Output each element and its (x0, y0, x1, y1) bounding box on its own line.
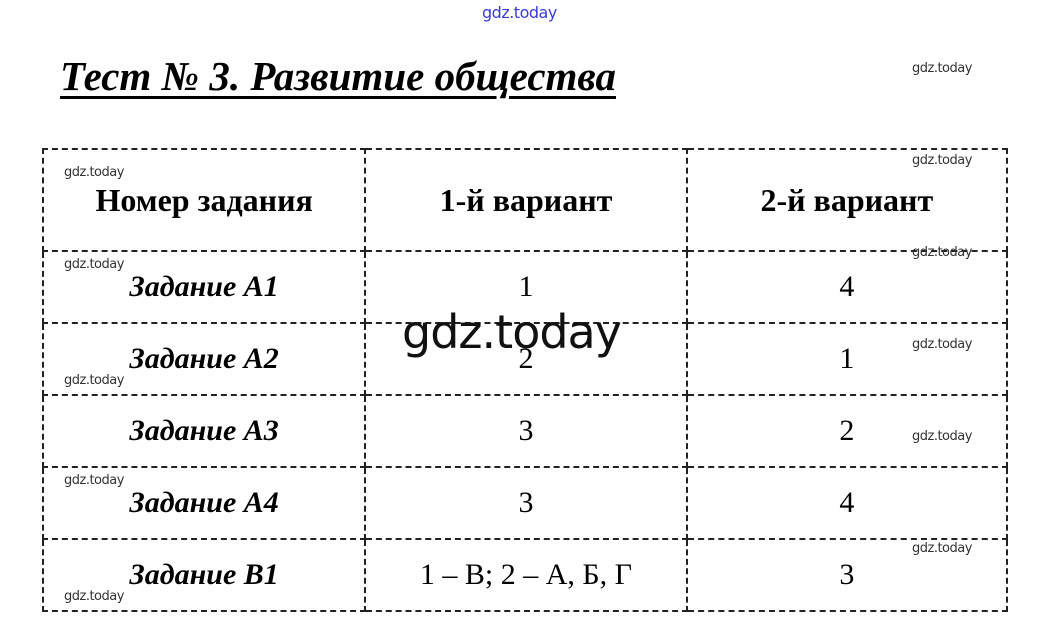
variant2-cell: 4 (685, 250, 1009, 324)
task-cell: Задание В1 (41, 538, 367, 612)
variant2-cell: 3 (685, 538, 1009, 612)
variant1-cell: 3 (364, 394, 688, 468)
task-cell: Задание А1 (41, 250, 367, 324)
watermark: gdz.today (912, 153, 972, 168)
header-cell: 2-й вариант (685, 148, 1009, 252)
table-row: Задание А4 3 4 (41, 466, 1009, 540)
variant1-cell: 3 (364, 466, 688, 540)
task-cell: Задание А3 (41, 394, 367, 468)
watermark: gdz.today (64, 473, 124, 488)
header-cell: Номер задания (41, 148, 367, 252)
page-title: Тест № 3. Развитие общества (60, 53, 616, 99)
watermark: gdz.today (912, 61, 972, 76)
watermark: gdz.today (912, 337, 972, 352)
table-header-row: Номер задания 1-й вариант 2-й вариант (41, 148, 1009, 252)
variant2-cell: 4 (685, 466, 1009, 540)
task-cell: Задание А4 (41, 466, 367, 540)
watermark: gdz.today (64, 373, 124, 388)
watermark-large: gdz.today (402, 305, 622, 359)
table-row: Задание А1 1 4 (41, 250, 1009, 324)
task-cell: Задание А2 (41, 322, 367, 396)
variant1-cell: 2 (364, 322, 688, 396)
watermark: gdz.today (64, 257, 124, 272)
variant2-cell: 2 (685, 394, 1009, 468)
table-row: Задание А2 2 1 (41, 322, 1009, 396)
table-row: Задание В1 1 – В; 2 – А, Б, Г 3 (41, 538, 1009, 612)
variant1-cell: 1 – В; 2 – А, Б, Г (364, 538, 688, 612)
answers-table: Номер задания 1-й вариант 2-й вариант За… (41, 148, 1009, 612)
watermark: gdz.today (64, 589, 124, 604)
table-row: Задание А3 3 2 (41, 394, 1009, 468)
variant1-cell: 1 (364, 250, 688, 324)
watermark: gdz.today (912, 245, 972, 260)
watermark: gdz.today (912, 541, 972, 556)
watermark: gdz.today (912, 429, 972, 444)
variant2-cell: 1 (685, 322, 1009, 396)
watermark: gdz.today (482, 3, 557, 22)
watermark: gdz.today (64, 165, 124, 180)
header-cell: 1-й вариант (364, 148, 688, 252)
